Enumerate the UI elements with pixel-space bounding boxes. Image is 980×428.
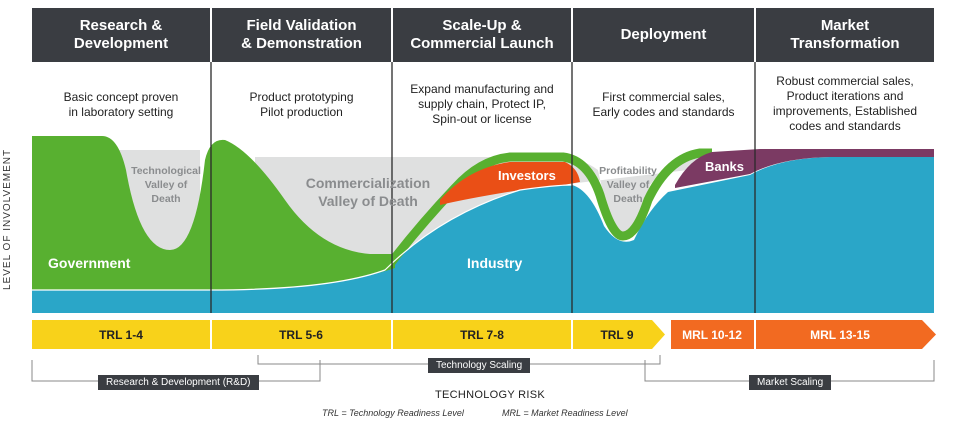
phase-title-rnd: Research & Development <box>73 17 169 52</box>
trl-1-4-label: TRL 1-4 <box>99 328 143 342</box>
phase-description-scale-up: Expand manufacturing and supply chain, P… <box>410 82 554 126</box>
tech-valley-label-line2: Valley of <box>145 179 188 191</box>
legend-mrl: MRL = Market Readiness Level <box>502 408 628 418</box>
trl-5-6-label: TRL 5-6 <box>279 328 323 342</box>
mrl-10-12-bar <box>671 320 754 349</box>
tech-valley-label-line1: Technological <box>131 165 201 177</box>
industry-label: Industry <box>467 255 522 271</box>
phase-header-market-transformation: Market Transformation <box>756 8 934 62</box>
industry-area <box>32 157 934 313</box>
profit-valley-label-line1: Profitability <box>599 165 657 177</box>
profit-valley-label-line3: Death <box>613 193 642 205</box>
phase-header-field-validation: Field Validation & Demonstration <box>212 8 391 62</box>
mrl-13-15-bar <box>756 320 936 349</box>
trl-1-4-bar <box>32 320 210 349</box>
industry-edge-line <box>32 184 573 291</box>
commercial-valley-label-line1: Commercialization <box>306 175 430 191</box>
phase-description-deployment: First commercial sales, Early codes and … <box>592 90 735 119</box>
x-axis-label: TECHNOLOGY RISK <box>434 389 546 401</box>
phase-title-deployment: Deployment <box>620 26 707 43</box>
phase-title-scale-up: Scale-Up & Commercial Launch <box>410 17 554 52</box>
investors-label: Investors <box>498 168 556 183</box>
phase-description-rnd: Basic concept proven in laboratory setti… <box>63 90 179 119</box>
tech-valley-label-line3: Death <box>151 193 180 205</box>
phase-header-deployment: Deployment <box>573 8 754 62</box>
commercial-valley-label-line2: Valley of Death <box>318 193 418 209</box>
phase-description-field-validation: Product prototyping Pilot production <box>249 90 354 119</box>
phase-description-market-transformation: Robust commercial sales, Product iterati… <box>772 74 918 133</box>
government-label: Government <box>48 255 131 271</box>
trl-7-8-bar <box>393 320 571 349</box>
investors-area <box>440 162 580 205</box>
trl-7-8-label: TRL 7-8 <box>460 328 504 342</box>
tech-scaling-tag: Technology Scaling <box>428 358 531 373</box>
phase-title-market-transformation: Market Transformation <box>790 17 900 52</box>
phase-header-rnd: Research & Development <box>32 8 210 62</box>
trl-5-6-bar <box>212 320 391 349</box>
mrl-10-12-label: MRL 10-12 <box>682 328 742 342</box>
phase-title-field-validation: Field Validation & Demonstration <box>241 17 362 52</box>
profit-valley-label-line2: Valley of <box>607 179 650 191</box>
legend-trl: TRL = Technology Readiness Level <box>322 408 464 418</box>
trl-9-bar <box>573 320 665 349</box>
banks-area <box>675 149 934 188</box>
phase-header-scale-up: Scale-Up & Commercial Launch <box>393 8 571 62</box>
government-area <box>32 136 395 290</box>
trl-9-label: TRL 9 <box>600 328 633 342</box>
rnd-tag: Research & Development (R&D) <box>98 375 259 390</box>
mrl-13-15-label: MRL 13-15 <box>810 328 870 342</box>
banks-label: Banks <box>705 159 744 174</box>
market-scaling-tag: Market Scaling <box>749 375 832 390</box>
